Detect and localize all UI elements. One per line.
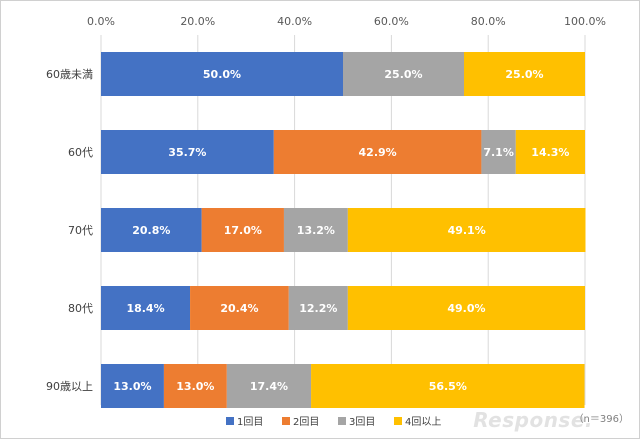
data-label: 35.7% xyxy=(168,146,206,159)
legend-swatch xyxy=(394,417,402,425)
bar-segment xyxy=(481,130,516,174)
data-label: 17.4% xyxy=(250,380,288,393)
data-label: 7.1% xyxy=(483,146,514,159)
data-label: 13.2% xyxy=(297,224,335,237)
data-label: 25.0% xyxy=(505,68,543,81)
bar-segment xyxy=(163,364,227,408)
x-tick-label: 100.0% xyxy=(564,15,606,28)
data-label: 49.0% xyxy=(447,302,485,315)
bar-segment xyxy=(190,286,289,330)
response-watermark-logo: Response. xyxy=(473,408,593,432)
bar-segment xyxy=(464,52,585,96)
x-tick-label: 0.0% xyxy=(87,15,115,28)
bar-segment xyxy=(101,52,343,96)
legend-label: 1回目 xyxy=(237,416,263,428)
bar-segment xyxy=(347,208,586,252)
data-label: 42.9% xyxy=(359,146,397,159)
legend-label: 2回目 xyxy=(293,416,319,428)
data-label: 13.0% xyxy=(176,380,214,393)
bar-segment xyxy=(343,52,464,96)
x-tick-label: 60.0% xyxy=(374,15,409,28)
legend-label: 3回目 xyxy=(349,416,375,428)
category-label: 80代 xyxy=(68,302,93,315)
bar-segment xyxy=(283,208,348,252)
bar-segment xyxy=(273,130,482,174)
data-label: 50.0% xyxy=(203,68,241,81)
bar-segment xyxy=(515,130,585,174)
bar-segment xyxy=(101,130,274,174)
bar-segment xyxy=(201,208,284,252)
data-label: 17.0% xyxy=(224,224,262,237)
bar-segment xyxy=(101,208,202,252)
bar-segment xyxy=(347,286,585,330)
data-label: 13.0% xyxy=(113,380,151,393)
bar-segment xyxy=(226,364,312,408)
sample-size-note: （n＝396） xyxy=(573,414,629,425)
x-tick-label: 20.0% xyxy=(180,15,215,28)
data-label: 25.0% xyxy=(384,68,422,81)
bar-segment xyxy=(288,286,348,330)
data-label: 56.5% xyxy=(429,380,467,393)
x-tick-label: 80.0% xyxy=(471,15,506,28)
bar-segment xyxy=(101,286,191,330)
data-label: 18.4% xyxy=(126,302,164,315)
legend-label: 4回以上 xyxy=(405,416,441,428)
bar-segment xyxy=(101,364,164,408)
x-tick-label: 40.0% xyxy=(277,15,312,28)
bar-segment xyxy=(311,364,585,408)
data-label: 49.1% xyxy=(448,224,486,237)
data-label: 20.4% xyxy=(220,302,258,315)
legend-swatch xyxy=(226,417,234,425)
data-label: 20.8% xyxy=(132,224,170,237)
data-label: 14.3% xyxy=(531,146,569,159)
category-label: 70代 xyxy=(68,224,93,237)
category-label: 90歳以上 xyxy=(46,380,93,393)
category-label: 60歳未満 xyxy=(46,68,93,81)
category-label: 60代 xyxy=(68,146,93,159)
legend-swatch xyxy=(282,417,290,425)
legend-swatch xyxy=(338,417,346,425)
data-label: 12.2% xyxy=(299,302,337,315)
